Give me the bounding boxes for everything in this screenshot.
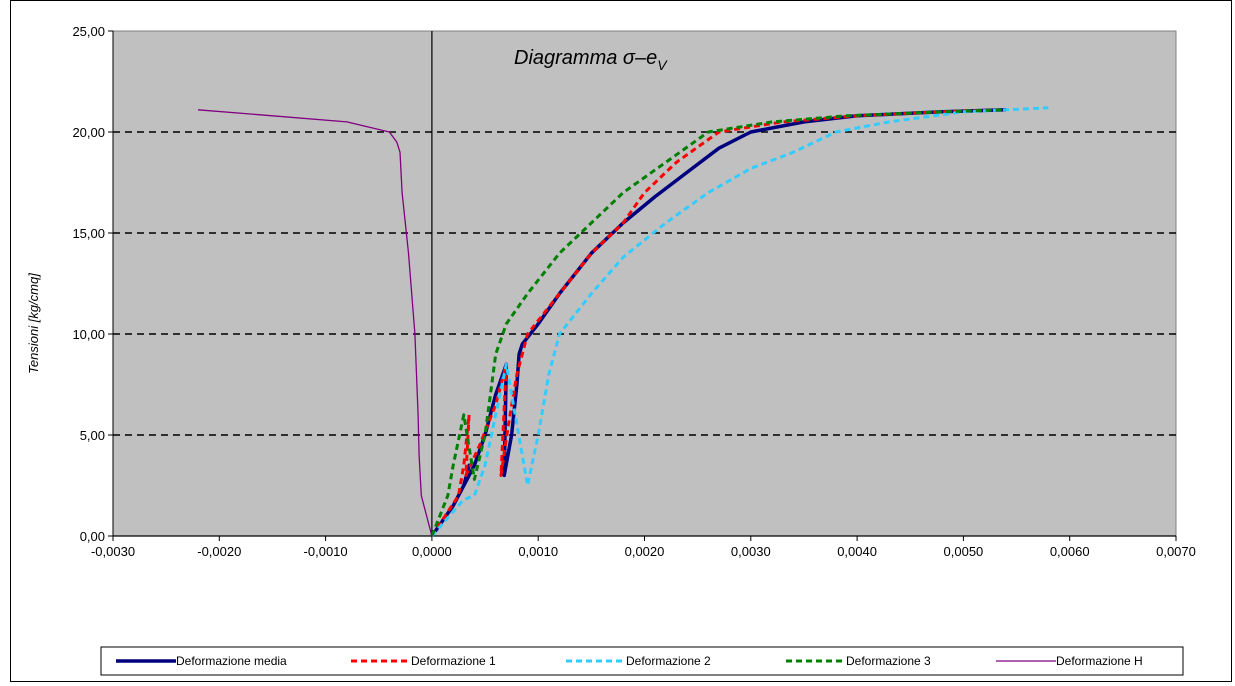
legend-label-4: Deformazione 3 (846, 654, 931, 668)
y-tick-label: 10,00 (72, 327, 105, 342)
x-tick-label: 0,0020 (625, 544, 665, 559)
legend-label-3: Deformazione 2 (626, 654, 711, 668)
x-tick-label: -0,0020 (197, 544, 241, 559)
x-tick-label: 0,0060 (1050, 544, 1090, 559)
y-tick-label: 5,00 (80, 428, 105, 443)
legend: Deformazione media Deformazione 1 Deformaz… (100, 646, 1184, 676)
y-tick-label: 25,00 (72, 24, 105, 39)
chart-title: Diagramma σ–eV (514, 47, 668, 73)
x-tick-label: 0,0040 (837, 544, 877, 559)
legend-label-2: Deformazione 1 (411, 654, 496, 668)
x-tick-label: 0,0050 (944, 544, 984, 559)
legend-label-5: Deformazione H (1056, 654, 1143, 668)
y-tick-label: 15,00 (72, 226, 105, 241)
series-line-5 (197, 109, 433, 537)
x-tick-label: -0,0030 (91, 544, 135, 559)
chart-title-subscript: V (657, 57, 668, 73)
y-tick-label: 0,00 (80, 529, 105, 544)
x-tick-label: 0,0030 (731, 544, 771, 559)
series-line-3 (430, 106, 1049, 537)
series-line-2 (430, 108, 1006, 537)
x-tick-label: 0,0010 (518, 544, 558, 559)
chart-title-main: Diagramma σ–e (514, 47, 657, 69)
chart-svg: -0,0030 -0,0020 -0,0010 0,0000 0,0010 0,0020 0… (26, 24, 1196, 676)
y-axis-label: Tensioni [kg/cmq] (26, 273, 41, 374)
tick-labels: -0,0030 -0,0020 -0,0010 0,0000 0,0010 0,0020 0… (72, 24, 1195, 559)
x-tick-label: 0,0070 (1156, 544, 1196, 559)
series-layer (197, 106, 1049, 538)
plot-area (112, 30, 1177, 537)
x-tick-label: -0,0010 (304, 544, 348, 559)
series-line-4 (430, 108, 1006, 537)
chart-frame: -0,0030 -0,0020 -0,0010 0,0000 0,0010 0,0020 0… (10, 0, 1232, 682)
series-line-1 (430, 108, 1006, 538)
y-tick-label: 20,00 (72, 125, 105, 140)
grid-lines (113, 131, 1176, 436)
legend-label-1: Deformazione media (176, 654, 287, 668)
x-tick-label: 0,0000 (412, 544, 452, 559)
